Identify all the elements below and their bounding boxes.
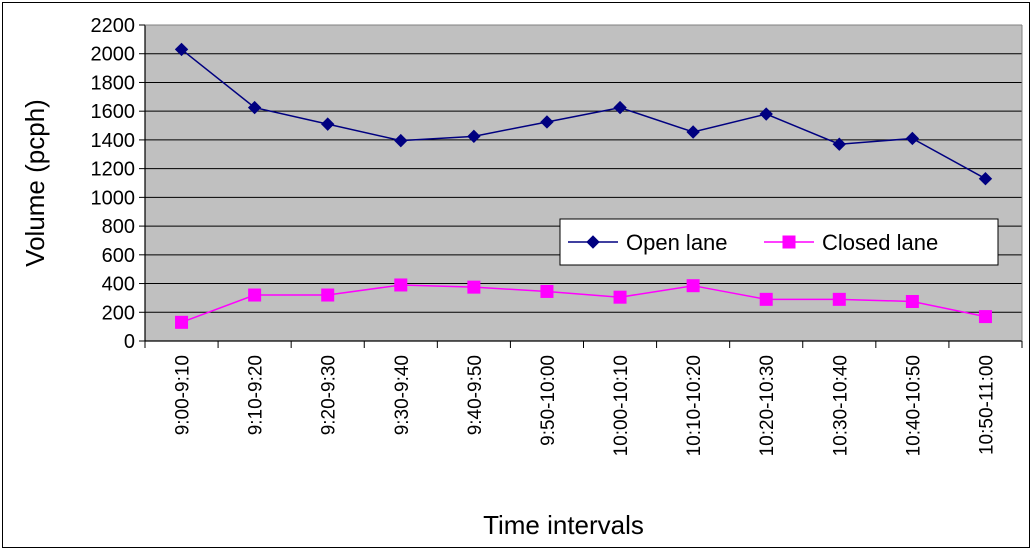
data-point-square [467, 280, 481, 294]
x-tick-label: 10:50-11:00 [976, 355, 997, 455]
x-tick-label: 10:00-10:10 [611, 355, 632, 456]
y-tick-label: 1600 [91, 101, 136, 123]
data-point-diamond [586, 235, 600, 249]
x-tick-labels: 9:00-9:10 9:10-9:20 9:20-9:30 9:30-9:40 9:40… [173, 355, 998, 456]
y-tick-label: 2000 [91, 44, 136, 66]
x-tick-label: 9:50-10:00 [538, 355, 559, 446]
data-point-square [540, 284, 554, 298]
y-tick-label: 0 [124, 331, 135, 353]
data-point-square [394, 278, 408, 292]
legend-label: Closed lane [822, 230, 938, 255]
x-tick-label: 10:10-10:20 [684, 355, 705, 456]
data-point-diamond [978, 171, 993, 186]
data-point-diamond [540, 115, 554, 129]
y-tick-label: 400 [102, 274, 135, 296]
series-closed-lane [175, 278, 992, 329]
axes [139, 24, 1023, 348]
y-tick-label: 2200 [91, 15, 136, 37]
data-point-diamond [613, 100, 627, 115]
data-point-diamond [467, 129, 481, 144]
data-point-square [175, 315, 189, 329]
series-group [174, 42, 993, 329]
y-tick-label: 600 [102, 245, 135, 267]
legend-item: Open lane [568, 230, 728, 255]
x-tick-label: 9:10-9:20 [246, 355, 267, 435]
data-point-square [248, 288, 262, 302]
series-open-lane [174, 42, 993, 186]
data-point-diamond [174, 42, 189, 57]
data-point-diamond [394, 133, 408, 148]
x-tick-label: 9:20-9:30 [319, 355, 340, 435]
y-tick-label: 1000 [91, 187, 136, 209]
data-point-diamond [247, 100, 262, 115]
series-line [181, 48, 986, 180]
x-tick-label: 10:20-10:30 [757, 355, 778, 456]
data-point-diamond [905, 131, 920, 146]
legend-label: Open lane [626, 230, 728, 255]
data-point-square [686, 279, 700, 293]
data-point-diamond [321, 117, 335, 131]
legend-item: Closed lane [764, 230, 938, 255]
y-tick-label: 1400 [91, 130, 136, 152]
y-tick-label: 1800 [91, 72, 136, 94]
data-point-square [613, 290, 627, 304]
x-axis-title: Time intervals [483, 510, 644, 540]
data-point-diamond [686, 125, 700, 139]
data-point-square [782, 235, 796, 249]
x-tick-label: 10:40-10:50 [903, 355, 924, 456]
y-tick-label: 800 [102, 216, 135, 238]
x-tick-label: 10:30-10:40 [830, 355, 851, 456]
y-tick-labels: 0 200 400 600 800 1000 1200 1400 1600 1800 2000 220… [91, 15, 136, 353]
data-point-square [759, 292, 773, 306]
data-point-square [321, 288, 335, 302]
data-point-square [978, 310, 992, 324]
y-axis-title: Volume (pcph) [20, 99, 50, 267]
x-tick-label: 9:40-9:50 [465, 355, 486, 435]
x-tick-label: 9:00-9:10 [173, 355, 194, 435]
y-tick-label: 1200 [91, 159, 136, 181]
data-point-diamond [832, 137, 846, 151]
data-point-diamond [759, 107, 773, 121]
legend: Open lane Closed lane [559, 218, 999, 266]
x-tick-label: 9:30-9:40 [392, 355, 413, 435]
y-tick-label: 200 [102, 302, 135, 324]
data-point-square [832, 292, 846, 306]
data-point-square [905, 295, 919, 308]
series-line [181, 284, 986, 324]
plot-area [145, 25, 1022, 341]
